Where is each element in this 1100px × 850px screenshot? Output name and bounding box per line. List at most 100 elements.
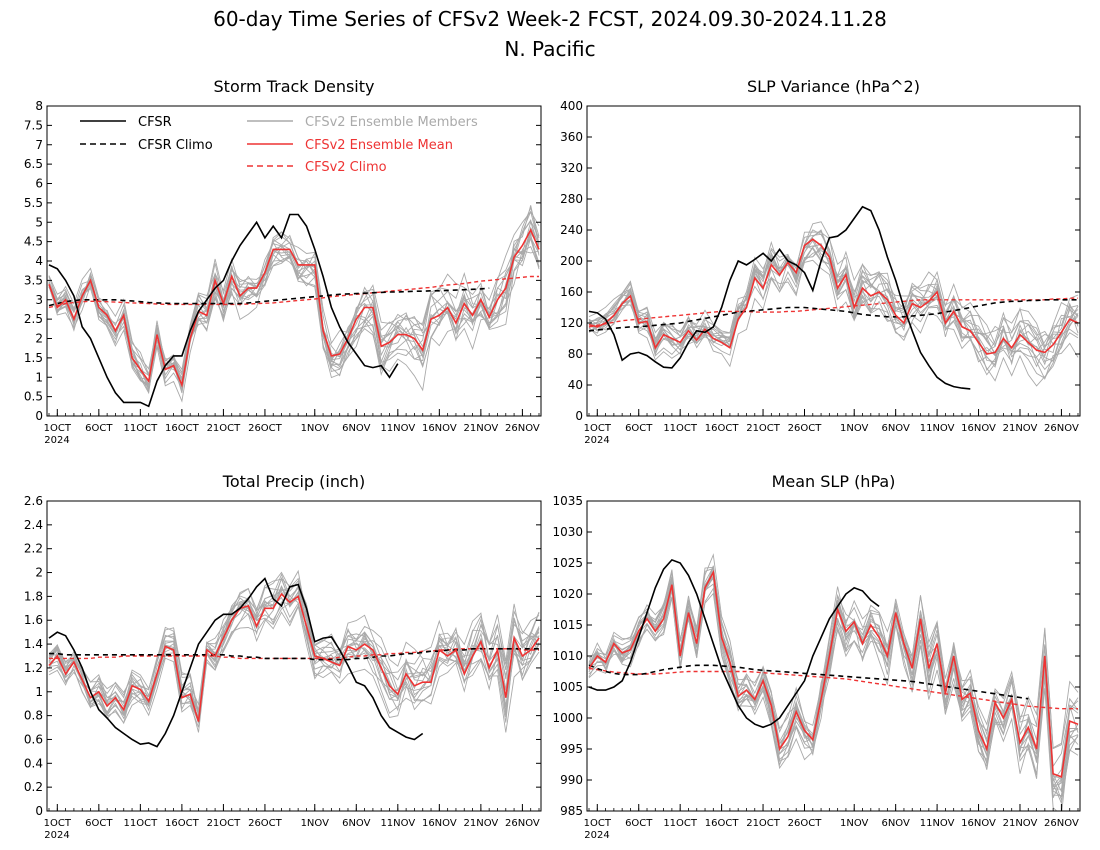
series-line-cfsr bbox=[48, 577, 424, 748]
y-tick-label: 280 bbox=[560, 192, 583, 206]
y-tick-label: 990 bbox=[560, 773, 583, 787]
y-tick-label: 8 bbox=[35, 99, 43, 113]
legend-item-cfsr: CFSR bbox=[80, 115, 172, 130]
x-tick-label: 16OCT bbox=[165, 818, 200, 829]
series-line-cfsr bbox=[588, 558, 880, 729]
y-tick-label: 160 bbox=[560, 285, 583, 299]
legend-label: CFSR Climo bbox=[138, 138, 213, 153]
x-tick-label: 1OCT bbox=[584, 423, 612, 434]
y-tick-label: 1.4 bbox=[24, 637, 43, 651]
x-tick-label: 16OCT bbox=[705, 423, 740, 434]
panel-mean-slp-hpa: Mean SLP (hPa) 985 990 995 1000 1005 1010 1015 1… bbox=[552, 472, 1081, 841]
series-line-cfsr-climo bbox=[588, 664, 1029, 700]
x-tick-label: 16NOV bbox=[422, 423, 457, 434]
panel-title: Mean SLP (hPa) bbox=[772, 472, 896, 491]
panel-title: Storm Track Density bbox=[214, 77, 375, 96]
y-tick-label: 0.2 bbox=[24, 780, 43, 794]
y-tick-label: 1.6 bbox=[24, 613, 43, 627]
x-tick-label: 26NOV bbox=[505, 423, 540, 434]
series-line-cfsv2-ensemble-mean bbox=[48, 228, 540, 388]
y-tick-label: 4.5 bbox=[24, 235, 43, 249]
plot-area bbox=[588, 205, 1079, 390]
plot-frame bbox=[586, 500, 1081, 812]
y-tick-label: 320 bbox=[560, 161, 583, 175]
ensemble-member-line bbox=[48, 210, 540, 377]
panel-storm-track-density: Storm Track Density 0 0.5 1 1.5 2 2.5 3 3.5 4 4.5 5… bbox=[24, 77, 542, 446]
ensemble-member-line bbox=[48, 206, 540, 386]
x-tick-label: 11OCT bbox=[124, 818, 159, 829]
ensemble-member-line bbox=[588, 567, 1079, 791]
y-tick-label: 1025 bbox=[552, 556, 583, 570]
x-axis: 1OCT 6OCT 11OCT 16OCT 21OCT 26OCT 1NOV 6NOV 11NO… bbox=[584, 409, 1079, 446]
x-tick-label: 11NOV bbox=[920, 423, 955, 434]
y-axis: 0 0.5 1 1.5 2 2.5 3 3.5 4 4.5 5 5.5 6 6.5 7 7.5 8 bbox=[24, 99, 541, 423]
x-tick-label: 6NOV bbox=[881, 818, 910, 829]
x-year-label: 2024 bbox=[44, 830, 69, 841]
legend-label: CFSv2 Ensemble Mean bbox=[305, 138, 453, 153]
x-tick-label: 26OCT bbox=[248, 423, 283, 434]
y-axis: 0 40 80 120 160 200 240 280 320 360 400 bbox=[560, 99, 1080, 423]
y-tick-label: 2 bbox=[35, 566, 43, 580]
x-tick-label: 21NOV bbox=[1003, 818, 1038, 829]
ensemble-member-line bbox=[588, 243, 1079, 380]
series-line-cfsr-climo bbox=[588, 299, 1078, 332]
series-line-cfsv2-climo bbox=[588, 297, 1078, 328]
x-tick-label: 1NOV bbox=[301, 423, 330, 434]
legend-label: CFSR bbox=[138, 115, 172, 130]
ensemble-member-line bbox=[48, 569, 540, 706]
panel-title: Total Precip (inch) bbox=[222, 472, 365, 491]
x-tick-label: 1OCT bbox=[584, 818, 612, 829]
y-tick-label: 2.6 bbox=[24, 494, 43, 508]
legend: CFSR CFSR Climo CFSv2 Ensemble Members CFSv… bbox=[80, 115, 478, 175]
y-tick-label: 1.8 bbox=[24, 589, 43, 603]
x-tick-label: 26OCT bbox=[788, 818, 823, 829]
y-tick-label: 1015 bbox=[552, 618, 583, 632]
legend-item-ens-mean: CFSv2 Ensemble Mean bbox=[247, 138, 453, 153]
x-tick-label: 11NOV bbox=[380, 818, 415, 829]
y-tick-label: 360 bbox=[560, 130, 583, 144]
series-line-cfsv2-ensemble-mean bbox=[588, 238, 1079, 355]
panel-title: SLP Variance (hPa^2) bbox=[747, 77, 920, 96]
x-tick-label: 6NOV bbox=[342, 818, 371, 829]
plot-area bbox=[48, 205, 540, 408]
y-axis: 985 990 995 1000 1005 1010 1015 1020 1025 1030 103… bbox=[552, 494, 1080, 818]
y-tick-label: 5 bbox=[35, 215, 43, 229]
x-year-label: 2024 bbox=[584, 435, 609, 446]
x-axis: 1OCT 6OCT 11OCT 16OCT 21OCT 26OCT 1NOV 6NOV 11NO… bbox=[44, 409, 540, 446]
y-tick-label: 0.4 bbox=[24, 756, 43, 770]
x-tick-label: 1NOV bbox=[840, 423, 869, 434]
series-line-cfsv2-ensemble-mean bbox=[48, 592, 540, 722]
x-tick-label: 6NOV bbox=[881, 423, 910, 434]
x-year-label: 2024 bbox=[584, 830, 609, 841]
legend-item-cfsv2-climo: CFSv2 Climo bbox=[247, 160, 387, 175]
x-tick-label: 21OCT bbox=[746, 818, 781, 829]
x-tick-label: 21NOV bbox=[463, 818, 498, 829]
panel-total-precip-inch: Total Precip (inch) 0 0.2 0.4 0.6 0.8 1 1.2 1.4 1… bbox=[24, 472, 542, 841]
y-tick-label: 80 bbox=[568, 347, 583, 361]
x-tick-label: 1NOV bbox=[301, 818, 330, 829]
x-tick-label: 21OCT bbox=[746, 423, 781, 434]
y-tick-label: 0.5 bbox=[24, 390, 43, 404]
y-tick-label: 0 bbox=[35, 804, 43, 818]
ensemble-member-line bbox=[48, 241, 540, 386]
x-tick-label: 1OCT bbox=[44, 423, 72, 434]
x-tick-label: 26OCT bbox=[788, 423, 823, 434]
x-tick-label: 1NOV bbox=[840, 818, 869, 829]
x-tick-label: 26NOV bbox=[505, 818, 540, 829]
ensemble-member-line bbox=[588, 229, 1079, 366]
x-tick-label: 26NOV bbox=[1044, 818, 1079, 829]
y-tick-label: 4 bbox=[35, 254, 43, 268]
y-tick-label: 7 bbox=[35, 138, 43, 152]
main-title: 60-day Time Series of CFSv2 Week-2 FCST,… bbox=[213, 7, 887, 31]
y-tick-label: 6.5 bbox=[24, 157, 43, 171]
y-tick-label: 1.5 bbox=[24, 351, 43, 365]
y-tick-label: 400 bbox=[560, 99, 583, 113]
x-tick-label: 26NOV bbox=[1044, 423, 1079, 434]
ensemble-members bbox=[588, 553, 1079, 811]
y-tick-label: 2.2 bbox=[24, 542, 43, 556]
y-tick-label: 0.6 bbox=[24, 732, 43, 746]
chart-panels: Storm Track Density 0 0.5 1 1.5 2 2.5 3 3.5 4 4.5 5… bbox=[24, 77, 1081, 841]
x-tick-label: 21NOV bbox=[1003, 423, 1038, 434]
y-tick-label: 200 bbox=[560, 254, 583, 268]
legend-label: CFSv2 Climo bbox=[305, 160, 387, 175]
